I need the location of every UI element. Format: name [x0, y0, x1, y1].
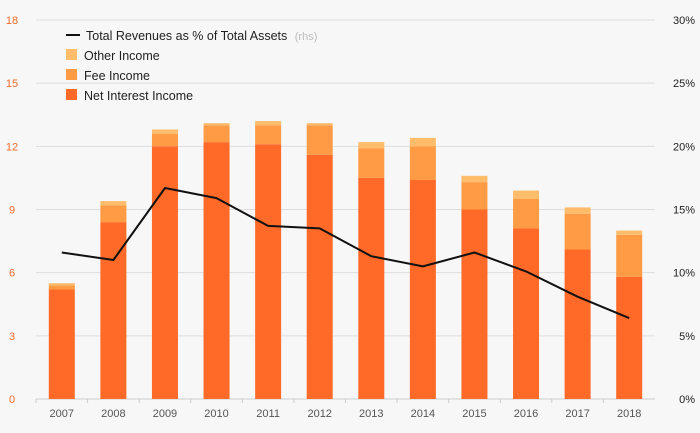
x-tick-label: 2010	[204, 408, 228, 420]
left-axis-ticks: 0 3 6 9 12 15 18	[6, 15, 18, 406]
legend-label-other: Other Income	[84, 49, 160, 63]
bar-net-interest	[461, 209, 488, 399]
left-tick-label: 15	[6, 78, 18, 90]
bar-net-interest	[203, 142, 230, 399]
x-tick-label: 2009	[153, 408, 177, 420]
legend-label-line-text: Total Revenues as % of Total Assets	[86, 29, 287, 43]
legend-swatch-net-interest	[66, 89, 77, 100]
right-axis-ticks: 0% 5% 10% 15% 20% 25% 30%	[673, 15, 695, 406]
bar-net-interest	[358, 177, 385, 399]
bar-fee	[48, 285, 75, 290]
bar-fee	[100, 205, 127, 223]
bar-other	[48, 283, 75, 286]
x-tick-label: 2008	[101, 408, 125, 420]
bar-fee	[203, 125, 230, 143]
x-tick-label: 2014	[411, 408, 435, 420]
bar-net-interest	[513, 228, 540, 399]
bar-net-interest	[564, 249, 591, 399]
bar-other	[100, 201, 127, 206]
left-tick-label: 18	[6, 15, 18, 27]
left-tick-label: 3	[9, 331, 15, 343]
bar-net-interest	[255, 144, 282, 399]
x-tick-label: 2018	[617, 408, 641, 420]
legend-swatch-fee	[66, 69, 77, 80]
bar-fee	[461, 182, 488, 210]
x-tick-label: 2015	[462, 408, 486, 420]
bar-net-interest	[100, 222, 127, 399]
right-tick-label: 0%	[679, 394, 695, 406]
x-axis-ticks: 2007 2008 2009 2010 2011 2012 2013 2014 2015 2016…	[35, 399, 641, 420]
left-tick-label: 12	[6, 141, 18, 153]
x-tick-label: 2011	[256, 408, 280, 420]
left-tick-label: 6	[9, 268, 15, 280]
bar-fee	[513, 198, 540, 229]
legend-swatch-other	[66, 49, 77, 60]
right-tick-label: 10%	[673, 268, 695, 280]
bar-net-interest	[48, 289, 75, 399]
bar-other	[151, 129, 178, 134]
bar-net-interest	[151, 146, 178, 399]
legend-note: (rhs)	[295, 31, 318, 43]
bar-other	[513, 190, 540, 199]
left-tick-label: 9	[9, 205, 15, 217]
right-tick-label: 15%	[673, 205, 695, 217]
bar-other	[358, 142, 385, 149]
bar-fee	[255, 125, 282, 145]
legend-label-fee: Fee Income	[84, 69, 150, 83]
bar-net-interest	[616, 276, 643, 399]
left-tick-label: 0	[9, 394, 15, 406]
x-tick-label: 2013	[359, 408, 383, 420]
bar-fee	[151, 133, 178, 147]
bar-other	[616, 230, 643, 235]
bar-net-interest	[306, 154, 333, 399]
bar-fee	[564, 213, 591, 250]
bar-fee	[616, 234, 643, 277]
legend: Total Revenues as % of Total Assets (rhs…	[66, 29, 317, 103]
bar-other	[461, 175, 488, 183]
x-tick-label: 2016	[514, 408, 538, 420]
x-tick-label: 2017	[565, 408, 589, 420]
bar-net-interest	[409, 180, 436, 399]
x-tick-label: 2012	[307, 408, 331, 420]
bar-fee	[306, 125, 333, 155]
right-tick-label: 5%	[679, 331, 695, 343]
x-tick-label: 2007	[50, 408, 74, 420]
legend-label-line: Total Revenues as % of Total Assets (rhs…	[86, 29, 317, 43]
right-tick-label: 30%	[673, 15, 695, 27]
legend-label-net-interest: Net Interest Income	[84, 89, 193, 103]
bar-fee	[409, 146, 436, 181]
bar-other	[409, 137, 436, 147]
bar-other	[255, 121, 282, 126]
line-series	[61, 187, 630, 320]
bar-other	[203, 123, 230, 126]
right-tick-label: 20%	[673, 141, 695, 153]
bars	[48, 121, 643, 399]
bar-other	[564, 207, 591, 214]
bar-other	[306, 123, 333, 126]
revenue-ratio-line	[61, 187, 630, 320]
right-tick-label: 25%	[673, 78, 695, 90]
bar-fee	[358, 148, 385, 178]
